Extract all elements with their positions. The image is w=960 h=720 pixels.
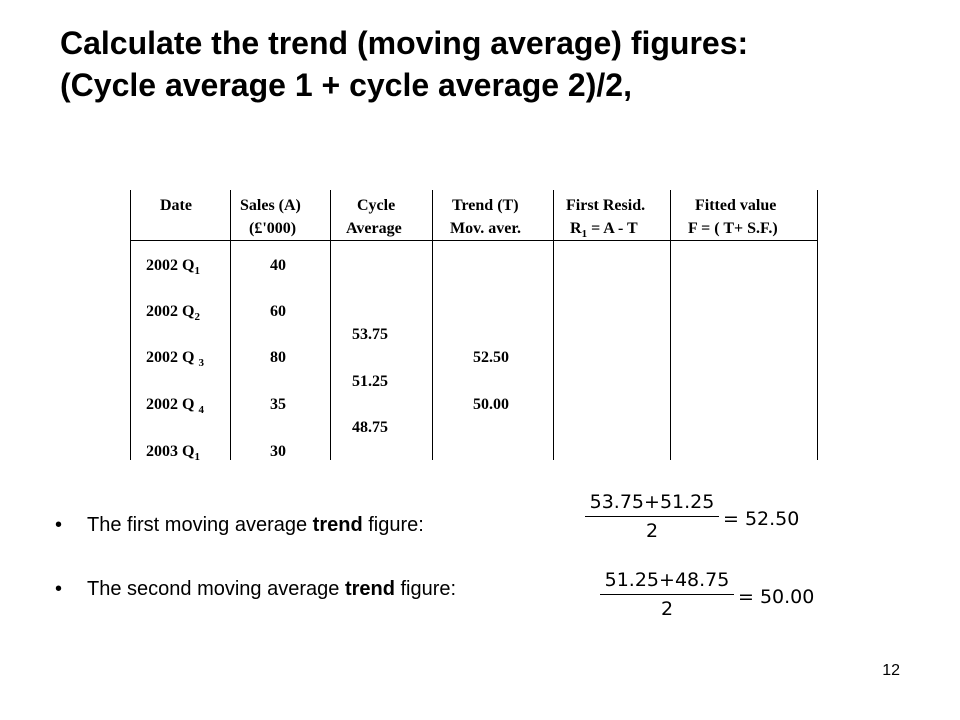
formula-fraction: 51.25+48.75 2: [600, 568, 734, 621]
bullet-text: The second moving average: [87, 578, 345, 600]
header-cycle: Cycle: [357, 197, 396, 214]
fraction-bar: [600, 594, 734, 595]
bullet-bold-text: trend: [312, 514, 363, 536]
formula-result: = 52.50: [723, 508, 800, 530]
column-divider: [432, 190, 433, 460]
trend-table: Date Sales (A) (£'000) Cycle Average Tre…: [130, 190, 818, 463]
fraction-bar: [585, 516, 719, 517]
sales-value: 30: [270, 443, 286, 460]
sales-value: 40: [270, 257, 286, 274]
header-trend-subtitle: Mov. aver.: [450, 220, 521, 237]
sales-value: 35: [270, 396, 286, 413]
table-border-right: [817, 190, 818, 460]
formula-fraction: 53.75+51.25 2: [585, 490, 719, 543]
page-number: 12: [882, 662, 900, 679]
sales-value: 60: [270, 303, 286, 320]
formula-second-trend: 51.25+48.75 2 = 50.00: [600, 568, 840, 628]
column-divider: [670, 190, 671, 460]
bullet-text: The first moving average: [87, 514, 313, 536]
bullet-bold-text: trend: [344, 578, 395, 600]
slide-title: Calculate the trend (moving average) fig…: [60, 22, 940, 106]
column-divider: [553, 190, 554, 460]
row-date: 2002 Q 3: [146, 349, 204, 369]
row-date: 2002 Q1: [146, 257, 200, 277]
formula-numerator: 53.75+51.25: [589, 491, 715, 513]
header-sales-unit: (£'000): [249, 220, 297, 237]
header-residual-formula: R1 = A - T: [570, 220, 638, 240]
sales-value: 80: [270, 349, 286, 366]
formula-result: = 50.00: [738, 586, 815, 608]
bullet-second-trend: • The second moving average trend figure:: [55, 576, 456, 602]
bullet-dot: •: [55, 578, 63, 600]
title-line-1: Calculate the trend (moving average) fig…: [60, 25, 749, 61]
row-date: 2003 Q1: [146, 443, 200, 463]
cycle-average-value: 48.75: [352, 419, 388, 436]
formula-denominator: 2: [660, 598, 674, 620]
trend-value: 52.50: [473, 349, 509, 366]
header-divider: [130, 240, 818, 241]
trend-value: 50.00: [473, 396, 509, 413]
cycle-average-value: 53.75: [352, 326, 388, 343]
bullet-text: figure:: [394, 578, 457, 600]
formula-numerator: 51.25+48.75: [604, 569, 730, 591]
formula-denominator: 2: [645, 520, 659, 542]
header-cycle-average: Average: [346, 220, 402, 237]
table-border-left: [130, 190, 131, 460]
formula-first-trend: 53.75+51.25 2 = 52.50: [585, 490, 825, 550]
bullet-dot: •: [55, 514, 63, 536]
column-divider: [330, 190, 331, 460]
bullet-first-trend: • The first moving average trend figure:: [55, 512, 424, 538]
cycle-average-value: 51.25: [352, 373, 388, 390]
header-fitted-value: Fitted value: [695, 197, 777, 214]
bullet-text: figure:: [362, 514, 424, 536]
header-first-residual: First Resid.: [566, 197, 646, 214]
header-date: Date: [160, 197, 192, 214]
header-trend: Trend (T): [452, 197, 519, 214]
column-divider: [230, 190, 231, 460]
title-line-2: (Cycle average 1 + cycle average 2)/2,: [60, 67, 632, 103]
header-sales: Sales (A): [240, 197, 301, 214]
row-date: 2002 Q2: [146, 303, 200, 323]
row-date: 2002 Q 4: [146, 396, 204, 416]
header-fitted-formula: F = ( T+ S.F.): [688, 220, 778, 237]
